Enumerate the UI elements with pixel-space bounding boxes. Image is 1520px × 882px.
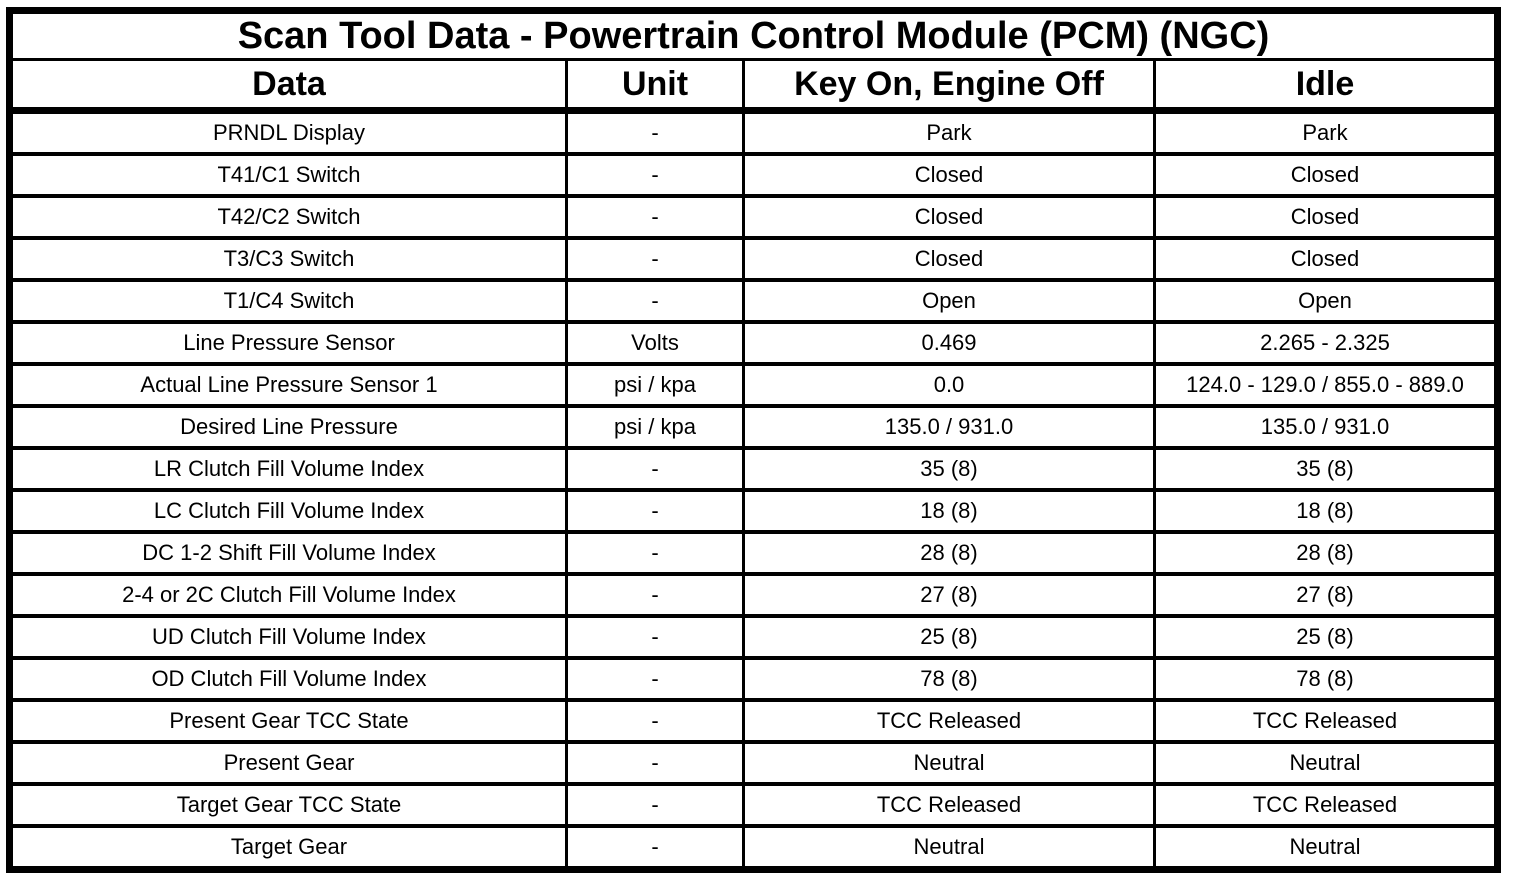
cell-key-on-engine-off: 25 (8) — [742, 614, 1156, 660]
cell-data-label: LR Clutch Fill Volume Index — [8, 446, 568, 492]
cell-key-on-engine-off: 28 (8) — [742, 530, 1156, 576]
cell-unit: - — [565, 530, 745, 576]
cell-idle: Closed — [1153, 236, 1499, 282]
cell-key-on-engine-off: 35 (8) — [742, 446, 1156, 492]
table-row: Target Gear TCC State - TCC Released TCC… — [8, 782, 1499, 828]
table-row: 2-4 or 2C Clutch Fill Volume Index - 27 … — [8, 572, 1499, 618]
cell-unit: Volts — [565, 320, 745, 366]
cell-key-on-engine-off: 18 (8) — [742, 488, 1156, 534]
cell-unit: psi / kpa — [565, 404, 745, 450]
cell-idle: 28 (8) — [1153, 530, 1499, 576]
table-row: DC 1-2 Shift Fill Volume Index - 28 (8) … — [8, 530, 1499, 576]
table-row: UD Clutch Fill Volume Index - 25 (8) 25 … — [8, 614, 1499, 660]
cell-idle: 18 (8) — [1153, 488, 1499, 534]
table-row: T3/C3 Switch - Closed Closed — [8, 236, 1499, 282]
table-row: T41/C1 Switch - Closed Closed — [8, 152, 1499, 198]
cell-unit: - — [565, 236, 745, 282]
table-row: Desired Line Pressure psi / kpa 135.0 / … — [8, 404, 1499, 450]
cell-key-on-engine-off: TCC Released — [742, 782, 1156, 828]
table-body: PRNDL Display - Park Park T41/C1 Switch … — [8, 108, 1499, 872]
cell-unit: - — [565, 698, 745, 744]
cell-unit: - — [565, 572, 745, 618]
cell-key-on-engine-off: Closed — [742, 194, 1156, 240]
cell-data-label: 2-4 or 2C Clutch Fill Volume Index — [8, 572, 568, 618]
table-title: Scan Tool Data - Powertrain Control Modu… — [8, 9, 1499, 61]
column-header-unit: Unit — [565, 58, 745, 114]
cell-idle: Park — [1153, 108, 1499, 156]
cell-key-on-engine-off: 0.0 — [742, 362, 1156, 408]
cell-data-label: PRNDL Display — [8, 108, 568, 156]
cell-key-on-engine-off: Closed — [742, 152, 1156, 198]
column-header-idle: Idle — [1153, 58, 1499, 114]
cell-unit: - — [565, 488, 745, 534]
scan-tool-data-table: Scan Tool Data - Powertrain Control Modu… — [6, 7, 1501, 873]
cell-idle: Open — [1153, 278, 1499, 324]
table-row: T1/C4 Switch - Open Open — [8, 278, 1499, 324]
cell-data-label: Target Gear — [8, 824, 568, 872]
cell-data-label: Target Gear TCC State — [8, 782, 568, 828]
cell-key-on-engine-off: 0.469 — [742, 320, 1156, 366]
cell-data-label: T42/C2 Switch — [8, 194, 568, 240]
cell-unit: - — [565, 446, 745, 492]
cell-key-on-engine-off: Open — [742, 278, 1156, 324]
cell-unit: - — [565, 278, 745, 324]
cell-data-label: DC 1-2 Shift Fill Volume Index — [8, 530, 568, 576]
table-title-row: Scan Tool Data - Powertrain Control Modu… — [8, 9, 1499, 61]
cell-key-on-engine-off: Neutral — [742, 824, 1156, 872]
cell-data-label: Line Pressure Sensor — [8, 320, 568, 366]
cell-data-label: UD Clutch Fill Volume Index — [8, 614, 568, 660]
cell-key-on-engine-off: Neutral — [742, 740, 1156, 786]
cell-idle: 124.0 - 129.0 / 855.0 - 889.0 — [1153, 362, 1499, 408]
cell-idle: 78 (8) — [1153, 656, 1499, 702]
cell-idle: Neutral — [1153, 740, 1499, 786]
cell-data-label: T3/C3 Switch — [8, 236, 568, 282]
cell-key-on-engine-off: Park — [742, 108, 1156, 156]
cell-unit: - — [565, 194, 745, 240]
cell-unit: - — [565, 740, 745, 786]
cell-data-label: OD Clutch Fill Volume Index — [8, 656, 568, 702]
table-header-row: Data Unit Key On, Engine Off Idle — [8, 58, 1499, 114]
cell-data-label: Present Gear — [8, 740, 568, 786]
table-row: Line Pressure Sensor Volts 0.469 2.265 -… — [8, 320, 1499, 366]
cell-data-label: T1/C4 Switch — [8, 278, 568, 324]
cell-idle: TCC Released — [1153, 782, 1499, 828]
cell-unit: - — [565, 782, 745, 828]
cell-idle: Closed — [1153, 152, 1499, 198]
cell-idle: Neutral — [1153, 824, 1499, 872]
table-row: LR Clutch Fill Volume Index - 35 (8) 35 … — [8, 446, 1499, 492]
cell-idle: 2.265 - 2.325 — [1153, 320, 1499, 366]
table-row: Present Gear TCC State - TCC Released TC… — [8, 698, 1499, 744]
cell-unit: - — [565, 152, 745, 198]
cell-data-label: LC Clutch Fill Volume Index — [8, 488, 568, 534]
cell-unit: - — [565, 108, 745, 156]
cell-key-on-engine-off: 135.0 / 931.0 — [742, 404, 1156, 450]
table-row: T42/C2 Switch - Closed Closed — [8, 194, 1499, 240]
table-row: PRNDL Display - Park Park — [8, 108, 1499, 156]
cell-data-label: Present Gear TCC State — [8, 698, 568, 744]
table-row: Target Gear - Neutral Neutral — [8, 824, 1499, 872]
cell-idle: 35 (8) — [1153, 446, 1499, 492]
cell-key-on-engine-off: 27 (8) — [742, 572, 1156, 618]
cell-key-on-engine-off: TCC Released — [742, 698, 1156, 744]
table-row: OD Clutch Fill Volume Index - 78 (8) 78 … — [8, 656, 1499, 702]
cell-data-label: T41/C1 Switch — [8, 152, 568, 198]
cell-key-on-engine-off: Closed — [742, 236, 1156, 282]
table-row: Actual Line Pressure Sensor 1 psi / kpa … — [8, 362, 1499, 408]
column-header-key-on-engine-off: Key On, Engine Off — [742, 58, 1156, 114]
cell-key-on-engine-off: 78 (8) — [742, 656, 1156, 702]
cell-idle: 25 (8) — [1153, 614, 1499, 660]
cell-idle: 135.0 / 931.0 — [1153, 404, 1499, 450]
cell-unit: - — [565, 614, 745, 660]
cell-unit: - — [565, 824, 745, 872]
cell-data-label: Desired Line Pressure — [8, 404, 568, 450]
cell-idle: 27 (8) — [1153, 572, 1499, 618]
cell-idle: Closed — [1153, 194, 1499, 240]
cell-data-label: Actual Line Pressure Sensor 1 — [8, 362, 568, 408]
table-row: Present Gear - Neutral Neutral — [8, 740, 1499, 786]
cell-unit: - — [565, 656, 745, 702]
cell-idle: TCC Released — [1153, 698, 1499, 744]
column-header-data: Data — [8, 58, 568, 114]
cell-unit: psi / kpa — [565, 362, 745, 408]
table-row: LC Clutch Fill Volume Index - 18 (8) 18 … — [8, 488, 1499, 534]
